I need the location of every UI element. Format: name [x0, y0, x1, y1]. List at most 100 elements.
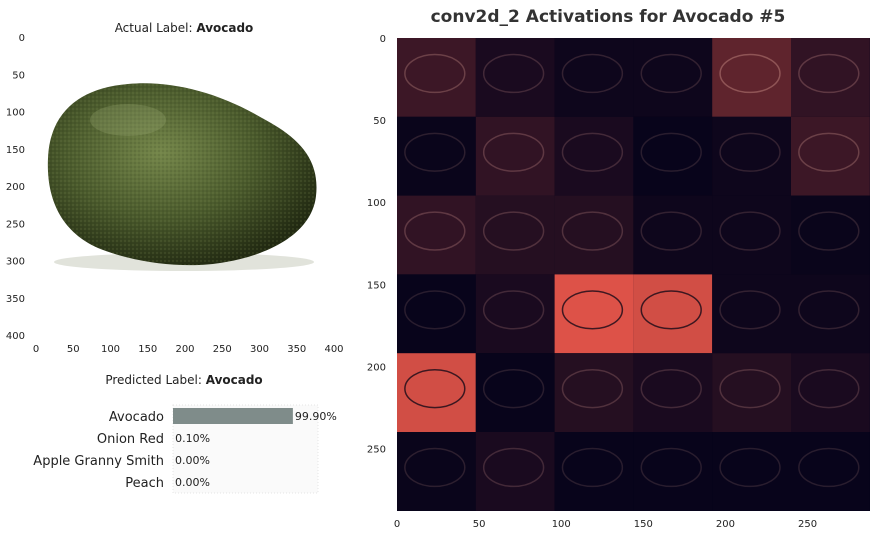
activation-y-tick: 250 — [367, 445, 386, 456]
activation-y-tick: 200 — [367, 362, 386, 373]
activation-x-tick: 150 — [634, 519, 653, 530]
prediction-title: Predicted Label: Avocado — [105, 373, 262, 387]
image-y-tick: 350 — [6, 294, 25, 305]
image-x-tick: 250 — [213, 344, 232, 355]
activation-outline — [640, 53, 702, 94]
activation-outline — [640, 211, 702, 251]
activation-cell — [633, 353, 713, 432]
activation-outline — [482, 211, 545, 251]
activation-cell — [791, 432, 870, 511]
category-label: Apple Granny Smith — [33, 454, 164, 469]
probability-value: 0.00% — [175, 476, 210, 489]
activation-cell — [712, 38, 791, 117]
activation-outline — [798, 447, 860, 488]
activation-x-tick: 50 — [473, 519, 486, 530]
activation-x-tick: 0 — [394, 519, 400, 530]
probability-value: 0.10% — [175, 432, 210, 445]
activation-y-tick: 100 — [367, 198, 386, 209]
activation-outline — [719, 368, 781, 409]
activation-cell — [712, 274, 791, 354]
activation-cell — [554, 432, 634, 511]
image-x-tick: 400 — [324, 344, 343, 355]
activation-outline — [561, 290, 624, 330]
activation-outline — [404, 290, 466, 330]
activation-outline — [482, 447, 545, 488]
image-y-tick: 100 — [6, 108, 25, 119]
activation-cell — [633, 116, 713, 196]
activation-cell — [397, 353, 476, 432]
activation-outline — [719, 53, 781, 94]
prediction-panel: Predicted Label: Avocado Avocado 99.90% On… — [33, 373, 337, 494]
activation-outline — [561, 132, 624, 172]
activation-outline — [719, 447, 781, 488]
activation-outline — [798, 132, 860, 172]
activation-cell — [633, 38, 713, 117]
activation-outline — [719, 290, 781, 330]
probability-value: 99.90% — [295, 410, 337, 423]
activation-cell — [397, 195, 476, 275]
activation-y-tick: 50 — [373, 116, 386, 127]
activation-outline — [640, 447, 702, 488]
activation-outline — [482, 132, 545, 172]
image-y-tick: 50 — [12, 70, 25, 81]
activation-cell — [475, 274, 555, 354]
image-panel: Actual Label: Avocado 0 50 100 150 200 250 300… — [6, 21, 344, 355]
activation-outline — [640, 368, 702, 409]
category-label: Peach — [125, 476, 164, 491]
image-x-tick: 300 — [250, 344, 269, 355]
activation-cell — [791, 274, 870, 354]
activation-cell — [633, 432, 713, 511]
image-x-tick: 100 — [101, 344, 120, 355]
activation-outline — [404, 132, 466, 172]
activation-y-tick: 150 — [367, 280, 386, 291]
avocado-image — [47, 83, 317, 271]
activation-outline — [404, 447, 466, 488]
image-y-tick: 0 — [19, 33, 25, 44]
activation-panel: conv2d_2 Activations for Avocado #5 0 50 1… — [367, 7, 870, 530]
activation-cell — [712, 353, 791, 432]
activation-cell — [791, 38, 870, 117]
activation-cell — [397, 274, 476, 354]
activation-outline — [404, 368, 466, 409]
activation-y-tick: 0 — [380, 34, 386, 45]
image-y-tick: 250 — [6, 219, 25, 230]
image-y-tick: 400 — [6, 331, 25, 342]
activation-cell — [791, 116, 870, 196]
activation-outline — [719, 211, 781, 251]
probability-bar — [173, 408, 293, 424]
activation-cell — [554, 116, 634, 196]
activation-outline — [798, 368, 860, 409]
activation-cell — [791, 195, 870, 275]
category-label: Onion Red — [97, 432, 164, 447]
activation-outline — [719, 132, 781, 172]
activation-cell — [712, 432, 791, 511]
activation-cell — [554, 353, 634, 432]
activation-outline — [482, 290, 545, 330]
activation-outline — [561, 447, 624, 488]
image-y-tick: 300 — [6, 257, 25, 268]
category-label: Avocado — [109, 410, 164, 425]
activation-outline — [561, 53, 624, 94]
activation-cell — [475, 353, 555, 432]
activation-cell — [633, 195, 713, 275]
activation-x-tick: 100 — [552, 519, 571, 530]
image-title: Actual Label: Avocado — [115, 21, 254, 35]
activation-outline — [561, 211, 624, 251]
image-x-tick: 150 — [138, 344, 157, 355]
activation-outline — [798, 53, 860, 94]
activation-cell — [554, 195, 634, 275]
activation-cell — [791, 353, 870, 432]
activation-outline — [798, 290, 860, 330]
image-x-tick: 0 — [33, 344, 39, 355]
activation-outline — [640, 290, 702, 330]
activation-cell — [712, 116, 791, 196]
activation-cell — [397, 38, 476, 117]
activation-cell — [397, 432, 476, 511]
activation-x-tick: 250 — [798, 519, 817, 530]
activation-cell — [554, 38, 634, 117]
activation-cell — [475, 432, 555, 511]
activation-outline — [640, 132, 702, 172]
activation-x-tick: 200 — [716, 519, 735, 530]
activation-outline — [482, 368, 545, 409]
